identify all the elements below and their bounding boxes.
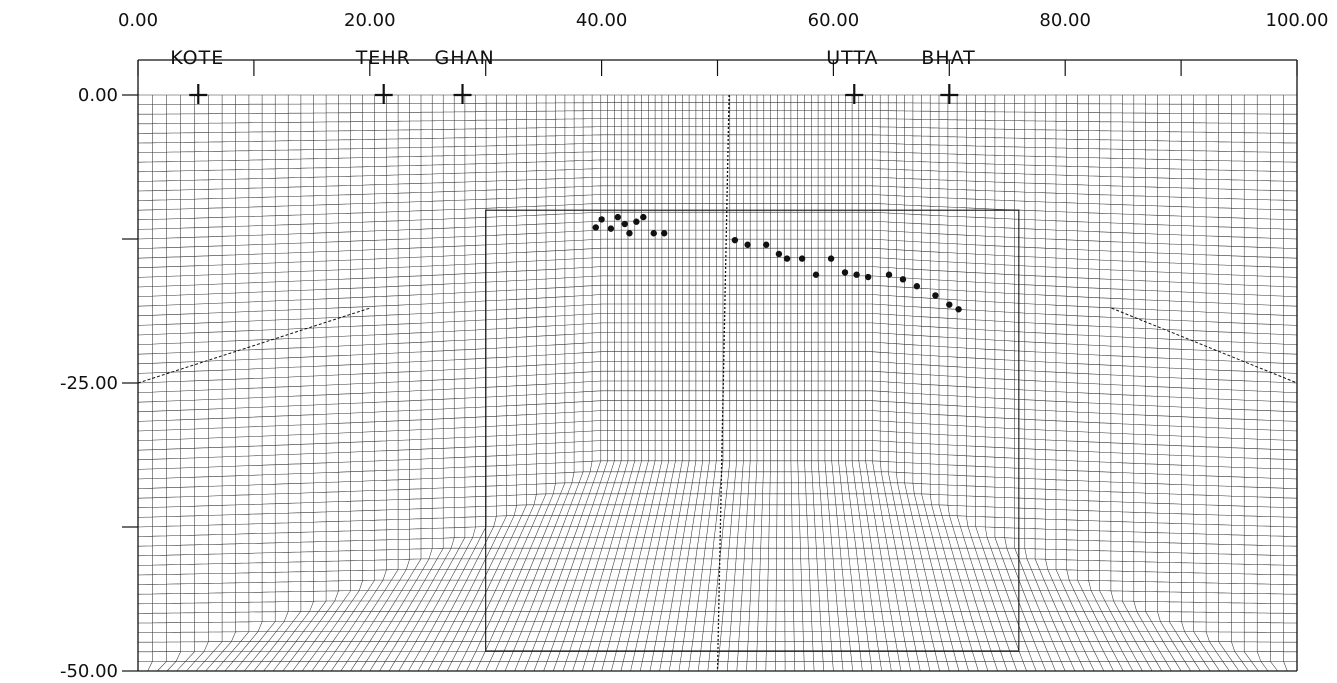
station-bhat: BHAT [921, 47, 975, 104]
center-fault-line [716, 94, 730, 672]
hypocenter-point [762, 241, 770, 248]
hypocenter-point [614, 213, 622, 221]
hypocenter-point [955, 306, 962, 313]
hypocenter-point [946, 301, 953, 308]
hypocenter-point [841, 269, 849, 276]
hypocenter-point [783, 255, 791, 262]
hypocenter-point [607, 225, 615, 232]
station-utta: UTTA [826, 47, 878, 104]
hypocenter-points [592, 213, 962, 313]
station-kote: KOTE [170, 47, 224, 104]
hypocenter-point [932, 292, 939, 299]
hypocenter-point [731, 236, 739, 244]
x-tick-label: 80.00 [1039, 10, 1091, 31]
y-tick-label: -25.00 [60, 373, 118, 394]
left-shear-line [137, 307, 370, 384]
hypocenter-point [633, 218, 640, 225]
hypocenter-point [798, 255, 806, 262]
hypocenter-point [640, 213, 647, 221]
hypocenter-point [827, 255, 835, 262]
station-label: KOTE [170, 47, 224, 69]
x-tick-label: 100.00 [1266, 10, 1329, 31]
station-tehr: TEHR [355, 47, 411, 104]
hypocenter-point [650, 230, 657, 237]
hypocenter-point [913, 283, 921, 290]
station-markers: KOTE TEHR GHAN UTTA BHAT [170, 47, 975, 104]
finite-element-mesh [137, 94, 1298, 672]
hypocenter-point [812, 271, 820, 278]
x-tick-label: 0.00 [118, 10, 158, 31]
station-label: TEHR [355, 47, 411, 69]
hypocenter-point [853, 271, 860, 278]
hypocenter-point [744, 241, 751, 248]
y-tick-label: 0.00 [78, 85, 118, 106]
hypocenter-point [592, 224, 600, 231]
hypocenter-point [885, 271, 893, 278]
inner-mesh-box [485, 209, 1020, 652]
x-tick-label: 60.00 [808, 10, 860, 31]
station-label: BHAT [921, 47, 975, 69]
hypocenter-point [899, 276, 907, 283]
x-tick-label: 20.00 [344, 10, 396, 31]
hypocenter-point [864, 273, 872, 281]
hypocenter-point [775, 250, 783, 258]
y-tick-label: -50.00 [60, 661, 118, 682]
station-ghan: GHAN [435, 47, 495, 104]
right-shear-line [1111, 307, 1298, 384]
axes: 0.00 20.00 40.00 60.00 80.00 100.00 0.00 -25.00… [60, 10, 1329, 682]
hypocenter-point [660, 230, 668, 237]
station-label: UTTA [826, 47, 878, 69]
hypocenter-point [621, 220, 628, 228]
x-tick-label: 40.00 [576, 10, 628, 31]
hypocenter-point [598, 216, 605, 223]
mesh-lines [137, 94, 1298, 672]
station-label: GHAN [435, 47, 495, 69]
hypocenter-point [626, 230, 633, 237]
